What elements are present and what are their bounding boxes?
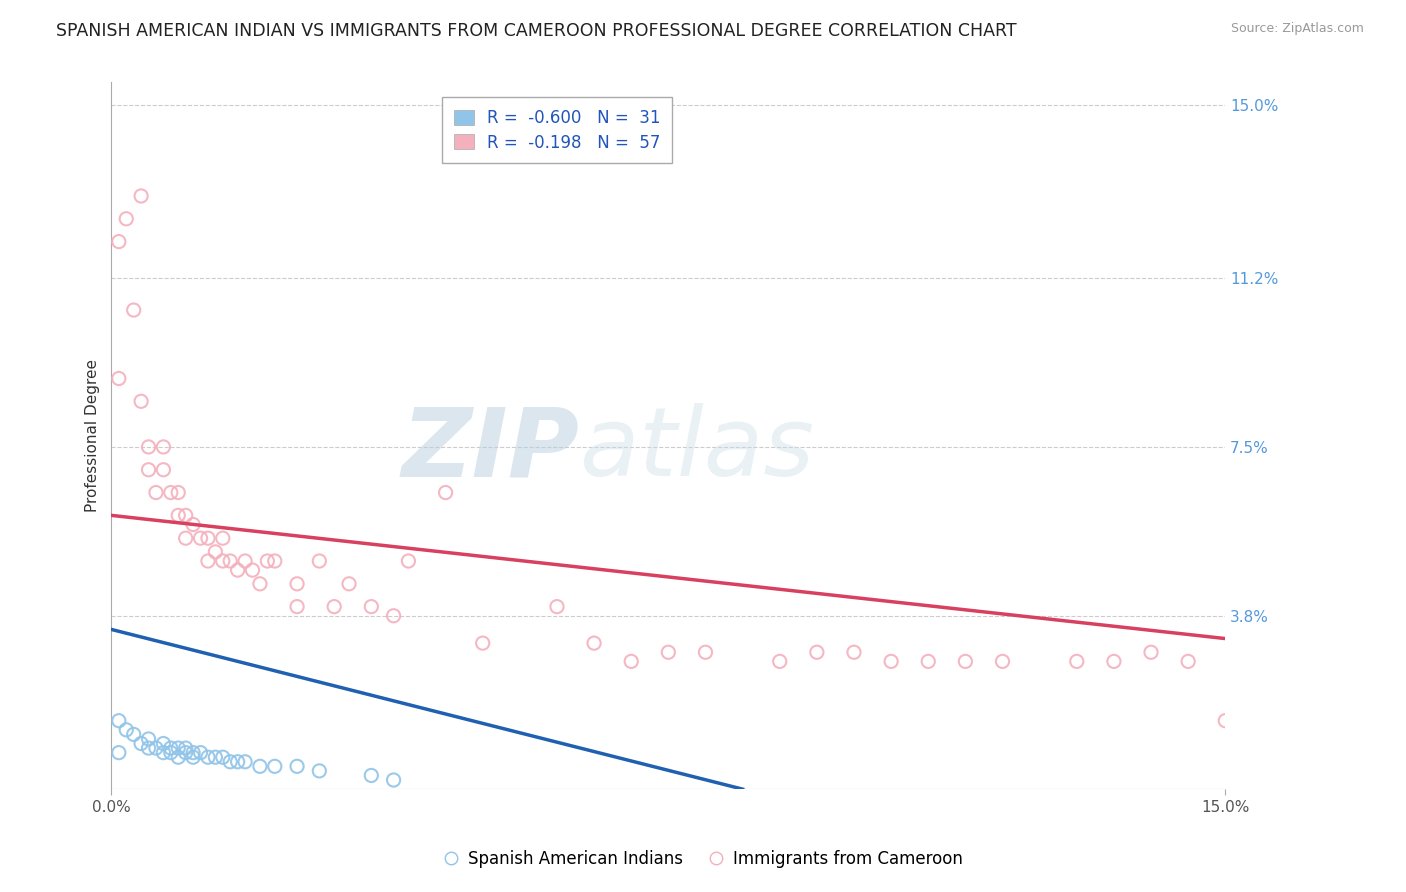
Point [181, 517, 204, 532]
Text: SPANISH AMERICAN INDIAN VS IMMIGRANTS FROM CAMEROON PROFESSIONAL DEGREE CORRELAT: SPANISH AMERICAN INDIAN VS IMMIGRANTS FR… [56, 22, 1017, 40]
Point [657, 645, 679, 659]
Point [249, 577, 271, 591]
Point [108, 371, 131, 385]
Point [197, 554, 219, 568]
Point [145, 485, 167, 500]
Point [167, 741, 190, 756]
Point [695, 645, 717, 659]
Point [308, 554, 330, 568]
Point [360, 599, 382, 614]
Point [219, 554, 242, 568]
Point [337, 577, 360, 591]
Point [955, 654, 977, 668]
Point [167, 750, 190, 764]
Point [211, 750, 233, 764]
Point [152, 463, 174, 477]
Point [263, 759, 285, 773]
Point [1177, 654, 1199, 668]
Point [152, 440, 174, 454]
Point [174, 741, 197, 756]
Point [159, 485, 181, 500]
Text: atlas: atlas [579, 403, 814, 496]
Point [226, 755, 249, 769]
Point [145, 741, 167, 756]
Point [152, 746, 174, 760]
Point [917, 654, 939, 668]
Legend: Spanish American Indians, Immigrants from Cameroon: Spanish American Indians, Immigrants fro… [436, 844, 970, 875]
Point [880, 654, 903, 668]
Point [226, 563, 249, 577]
Point [129, 394, 152, 409]
Y-axis label: Professional Degree: Professional Degree [86, 359, 100, 512]
Point [285, 599, 308, 614]
Point [204, 545, 226, 559]
Point [174, 531, 197, 545]
Point [360, 768, 382, 782]
Text: Source: ZipAtlas.com: Source: ZipAtlas.com [1230, 22, 1364, 36]
Point [1140, 645, 1163, 659]
Point [285, 759, 308, 773]
Point [108, 235, 131, 249]
Point [152, 737, 174, 751]
Point [129, 189, 152, 203]
Point [138, 463, 160, 477]
Point [1213, 714, 1236, 728]
Point [1066, 654, 1088, 668]
Point [806, 645, 828, 659]
Point [108, 746, 131, 760]
Point [159, 741, 181, 756]
Point [204, 750, 226, 764]
Point [138, 440, 160, 454]
Legend: R =  -0.600   N =  31, R =  -0.198   N =  57: R = -0.600 N = 31, R = -0.198 N = 57 [441, 97, 672, 163]
Point [256, 554, 278, 568]
Point [167, 508, 190, 523]
Text: ZIP: ZIP [401, 403, 579, 496]
Point [174, 746, 197, 760]
Point [181, 746, 204, 760]
Point [197, 750, 219, 764]
Point [129, 737, 152, 751]
Point [122, 727, 145, 741]
Point [115, 723, 138, 737]
Point [108, 714, 131, 728]
Point [211, 531, 233, 545]
Point [181, 750, 204, 764]
Point [219, 755, 242, 769]
Point [190, 746, 212, 760]
Point [115, 211, 138, 226]
Point [382, 772, 405, 787]
Point [323, 599, 346, 614]
Point [138, 731, 160, 746]
Point [382, 608, 405, 623]
Point [620, 654, 643, 668]
Point [122, 303, 145, 318]
Point [308, 764, 330, 778]
Point [546, 599, 568, 614]
Point [991, 654, 1014, 668]
Point [190, 531, 212, 545]
Point [583, 636, 606, 650]
Point [197, 531, 219, 545]
Point [233, 755, 256, 769]
Point [471, 636, 494, 650]
Point [211, 554, 233, 568]
Point [769, 654, 792, 668]
Point [233, 554, 256, 568]
Point [398, 554, 420, 568]
Point [263, 554, 285, 568]
Point [138, 741, 160, 756]
Point [434, 485, 457, 500]
Point [842, 645, 865, 659]
Point [167, 485, 190, 500]
Point [159, 746, 181, 760]
Point [1102, 654, 1125, 668]
Point [242, 563, 264, 577]
Point [249, 759, 271, 773]
Point [174, 508, 197, 523]
Point [285, 577, 308, 591]
